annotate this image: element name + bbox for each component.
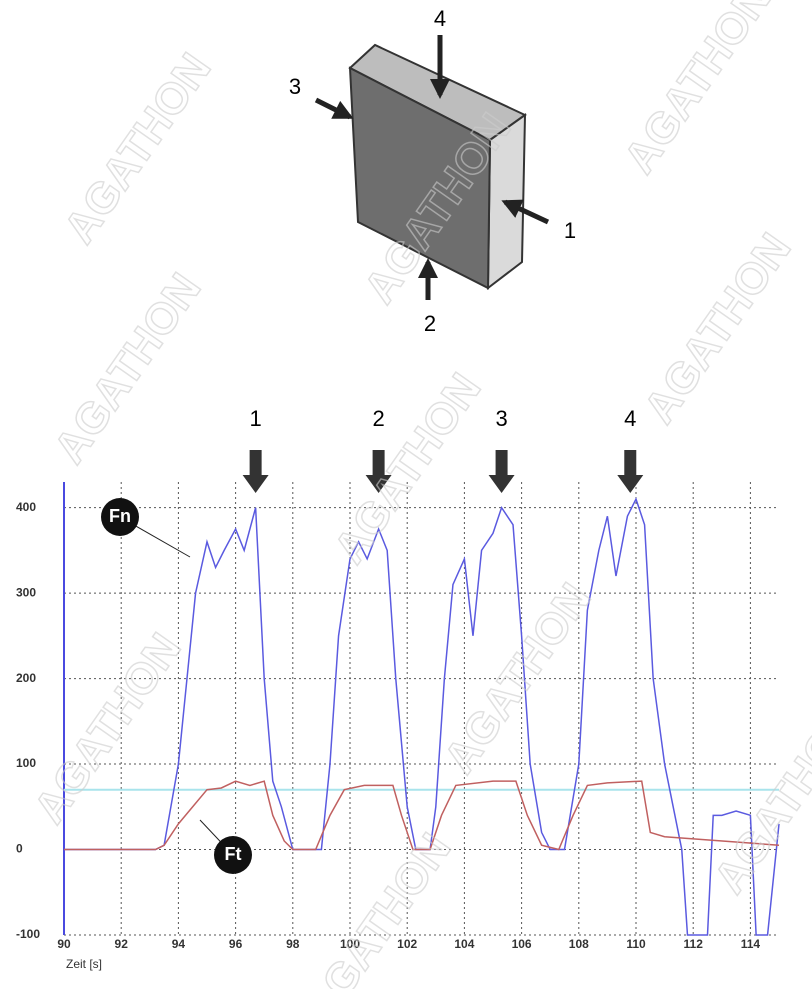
annotation: 1 bbox=[249, 406, 261, 431]
x-tick-label: 114 bbox=[741, 937, 761, 951]
annotation: 4 bbox=[624, 406, 636, 431]
x-tick-label: 94 bbox=[172, 937, 186, 951]
x-axis-label: Zeit [s] bbox=[66, 957, 102, 971]
x-tick-label: 110 bbox=[626, 937, 646, 951]
annotation-arrow bbox=[243, 450, 269, 493]
diagram-label: 1 bbox=[564, 218, 576, 243]
watermark: AGATHON bbox=[615, 0, 781, 182]
watermark: AGATHON bbox=[705, 695, 812, 903]
series-label: Fn bbox=[109, 506, 131, 526]
block-diagram: 4 3 1 2 bbox=[289, 6, 576, 336]
x-tick-label: 112 bbox=[684, 937, 704, 951]
annotation-arrow bbox=[617, 450, 643, 493]
x-tick-label: 106 bbox=[512, 937, 532, 951]
watermark: AGATHON bbox=[55, 45, 221, 253]
annotation: 2 bbox=[372, 406, 384, 431]
x-tick-label: 98 bbox=[286, 937, 300, 951]
x-tick-label: 96 bbox=[229, 937, 243, 951]
y-tick-label: 100 bbox=[16, 756, 36, 770]
y-tick-label: 0 bbox=[16, 842, 23, 856]
annotation: 3 bbox=[495, 406, 507, 431]
arrow bbox=[316, 100, 350, 117]
y-tick-label: 400 bbox=[16, 500, 36, 514]
y-tick-label: 200 bbox=[16, 671, 36, 685]
diagram-label: 2 bbox=[424, 311, 436, 336]
watermark: AGATHON bbox=[635, 225, 801, 433]
annotation-arrow bbox=[489, 450, 515, 493]
series-label: Ft bbox=[225, 844, 242, 864]
y-tick-label: 300 bbox=[16, 585, 36, 599]
x-tick-label: 92 bbox=[115, 937, 129, 951]
page: 4 3 1 2 -1000100200300400909294969810010… bbox=[0, 0, 812, 989]
x-tick-label: 102 bbox=[397, 937, 417, 951]
watermark: AGATHON bbox=[325, 365, 491, 573]
x-tick-label: 104 bbox=[454, 937, 474, 951]
watermark: AGATHON bbox=[45, 265, 211, 473]
diagram-label: 3 bbox=[289, 74, 301, 99]
y-tick-label: -100 bbox=[16, 927, 40, 941]
diagram-label: 4 bbox=[434, 6, 446, 31]
x-tick-label: 108 bbox=[569, 937, 589, 951]
x-tick-label: 90 bbox=[57, 937, 71, 951]
watermark: AGATHON bbox=[25, 625, 191, 833]
